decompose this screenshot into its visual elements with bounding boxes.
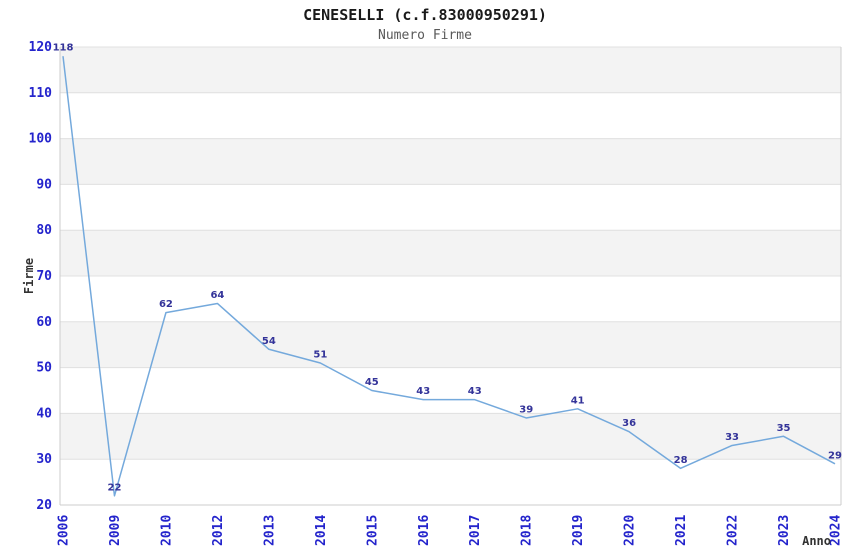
x-tick-label: 2018 (520, 515, 535, 546)
x-tick-label: 2014 (314, 515, 329, 546)
x-tick-label: 2023 (777, 515, 792, 546)
series-line (62, 56, 836, 497)
x-tick-label: 2009 (108, 515, 123, 546)
chart-subtitle: Numero Firme (378, 28, 472, 43)
data-label: 62 (159, 299, 173, 310)
y-tick-label: 110 (29, 86, 53, 101)
x-tick-label: 2020 (623, 515, 638, 546)
data-label: 43 (468, 386, 482, 397)
plot-band (60, 230, 841, 276)
data-label: 28 (674, 455, 688, 466)
data-label: 54 (262, 336, 276, 347)
x-tick-label: 2019 (571, 515, 586, 546)
chart-title: CENESELLI (c.f.83000950291) (303, 6, 547, 24)
data-label: 39 (519, 404, 533, 415)
x-tick-label: 2021 (674, 515, 689, 546)
y-tick-label: 120 (29, 40, 53, 55)
x-tick-label: 2024 (829, 515, 844, 546)
x-tick-label: 2015 (365, 515, 380, 546)
x-tick-label: 2010 (159, 515, 174, 546)
y-tick-label: 40 (36, 406, 52, 421)
data-label: 118 (53, 43, 74, 54)
data-label: 36 (622, 418, 636, 429)
data-label: 43 (416, 386, 430, 397)
x-tick-label: 2006 (57, 515, 72, 546)
x-tick-label: 2013 (262, 515, 277, 546)
x-tick-label: 2022 (726, 515, 741, 546)
data-label: 45 (365, 377, 379, 388)
x-axis-title: Anno (802, 534, 831, 548)
y-tick-label: 50 (36, 361, 52, 376)
x-tick-label: 2012 (211, 515, 226, 546)
data-label: 35 (777, 423, 791, 434)
plot-band (60, 138, 841, 185)
data-label: 22 (108, 482, 122, 493)
x-tick-label: 2016 (417, 515, 432, 546)
y-tick-label: 70 (36, 269, 52, 284)
y-tick-label: 90 (36, 177, 52, 192)
y-tick-label: 100 (29, 132, 53, 147)
x-tick-label: 2017 (468, 515, 483, 546)
plot-band (60, 47, 841, 93)
data-label: 33 (725, 432, 739, 443)
y-axis-title: Firme (22, 258, 36, 294)
data-label: 29 (828, 450, 842, 461)
plot-band (60, 321, 841, 368)
data-label: 41 (571, 395, 585, 406)
data-label: 51 (313, 350, 327, 361)
y-tick-label: 20 (36, 498, 52, 513)
data-label: 64 (210, 290, 224, 301)
y-tick-label: 80 (36, 223, 52, 238)
plot-band (60, 413, 841, 460)
y-tick-label: 30 (36, 452, 52, 467)
y-tick-label: 60 (36, 315, 52, 330)
